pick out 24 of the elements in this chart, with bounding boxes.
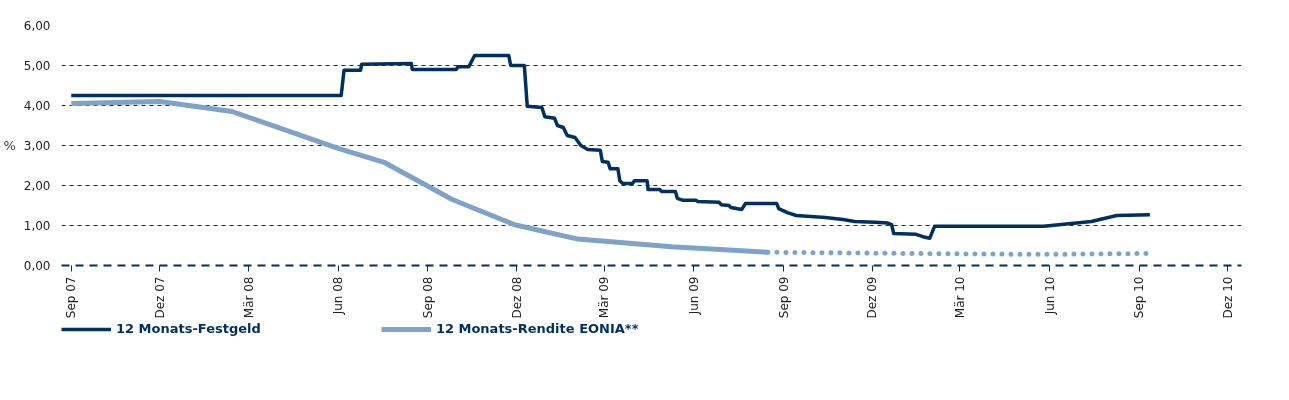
x-tick-label: Jun 09 xyxy=(686,276,701,316)
x-tick-label: Dez 08 xyxy=(509,276,524,319)
y-tick-label: 1,00 xyxy=(23,219,51,233)
y-axis-title: % xyxy=(3,138,16,153)
x-tick-label: Jun 08 xyxy=(331,276,346,316)
y-tick-label: 4,00 xyxy=(23,99,51,113)
legend-label: 12 Monats-Festgeld xyxy=(116,321,261,336)
x-tick-label: Mär 08 xyxy=(241,276,256,319)
x-tick-label: Mär 09 xyxy=(597,276,612,319)
x-tick-label: Sep 07 xyxy=(64,276,79,319)
y-tick-label: 6,00 xyxy=(23,19,51,33)
legend-label: 12 Monats-Rendite EONIA** xyxy=(435,321,639,336)
x-tick-label: Mär 10 xyxy=(952,276,967,319)
x-tick-label: Dez 07 xyxy=(152,276,167,319)
x-tick-label: Sep 08 xyxy=(420,276,435,319)
y-tick-label: 3,00 xyxy=(23,139,51,153)
x-tick-label: Jun 10 xyxy=(1042,276,1057,316)
x-tick-label: Sep 09 xyxy=(776,276,791,319)
y-tick-label: 2,00 xyxy=(23,179,51,193)
y-tick-label: 5,00 xyxy=(23,59,51,73)
x-tick-label: Sep 10 xyxy=(1132,276,1147,319)
y-tick-label: 0,00 xyxy=(23,259,51,273)
x-tick-label: Dez 09 xyxy=(865,276,880,319)
x-tick-label: Dez 10 xyxy=(1220,276,1235,319)
